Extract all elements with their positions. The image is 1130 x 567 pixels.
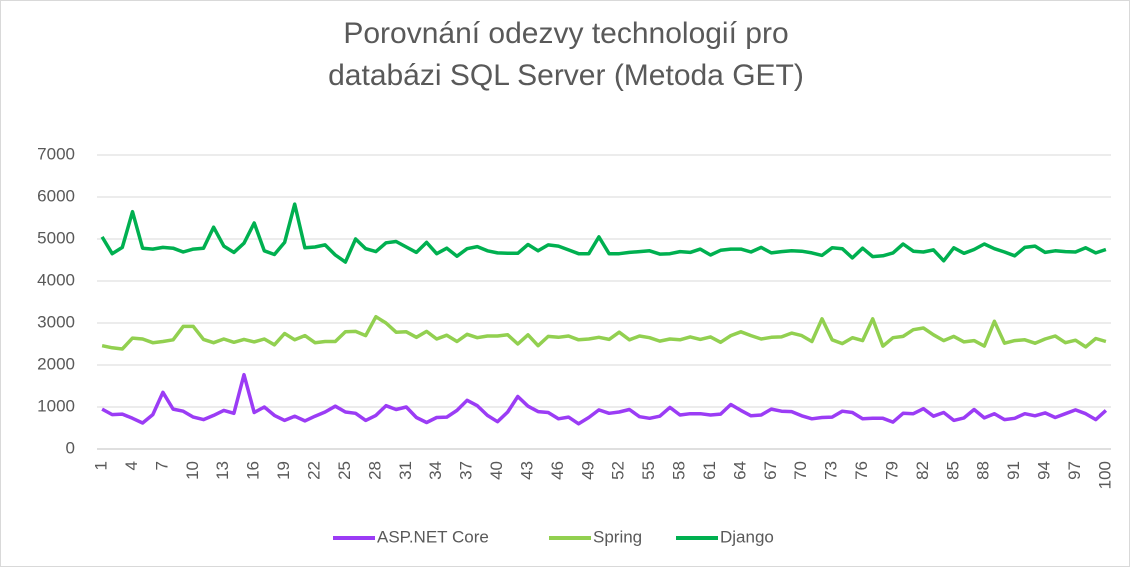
x-tick-label: 46 [548, 461, 567, 480]
y-tick-label: 6000 [37, 186, 75, 205]
x-tick-label: 55 [639, 461, 658, 480]
x-tick-label: 97 [1065, 461, 1084, 480]
y-tick-label: 3000 [37, 312, 75, 331]
x-tick-label: 49 [578, 461, 597, 480]
legend-label: ASP.NET Core [377, 527, 489, 546]
x-tick-label: 76 [852, 461, 871, 480]
x-tick-label: 28 [365, 461, 384, 480]
x-tick-label: 7 [152, 461, 171, 470]
x-tick-label: 43 [517, 461, 536, 480]
x-tick-label: 94 [1035, 461, 1054, 480]
x-tick-label: 70 [791, 461, 810, 480]
series-line [101, 314, 1107, 351]
x-tick-label: 4 [122, 461, 141, 470]
x-tick-label: 73 [822, 461, 841, 480]
x-tick-label: 67 [761, 461, 780, 480]
x-tick-label: 88 [974, 461, 993, 480]
x-tick-label: 40 [487, 461, 506, 480]
x-tick-label: 100 [1095, 461, 1114, 489]
x-tick-label: 37 [457, 461, 476, 480]
chart-title: Porovnání odezvy technologií pro databáz… [328, 17, 804, 92]
y-tick-label: 5000 [37, 228, 75, 247]
legend-label: Spring [593, 527, 642, 546]
y-tick-label: 2000 [37, 354, 75, 373]
x-tick-label: 16 [244, 461, 263, 480]
series-line [101, 372, 1108, 426]
x-tick-label: 1 [92, 461, 111, 470]
y-tick-label: 0 [66, 438, 75, 457]
x-tick-label: 34 [426, 461, 445, 480]
x-tick-label: 85 [943, 461, 962, 480]
x-tick-label: 10 [183, 461, 202, 480]
x-tick-label: 31 [396, 461, 415, 480]
x-tick-label: 82 [913, 461, 932, 480]
x-tick-label: 64 [730, 461, 749, 480]
y-tick-label: 1000 [37, 396, 75, 415]
y-tick-label: 4000 [37, 270, 75, 289]
x-tick-label: 22 [304, 461, 323, 480]
legend-label: Django [720, 527, 774, 546]
x-tick-label: 91 [1004, 461, 1023, 480]
x-tick-label: 61 [700, 461, 719, 480]
x-tick-label: 52 [609, 461, 628, 480]
x-tick-label: 19 [274, 461, 293, 480]
x-tick-label: 58 [670, 461, 689, 480]
x-tick-label: 13 [213, 461, 232, 480]
x-tick-label: 79 [882, 461, 901, 480]
y-tick-label: 7000 [37, 144, 75, 163]
series-line [100, 202, 1107, 264]
x-tick-label: 25 [335, 461, 354, 480]
